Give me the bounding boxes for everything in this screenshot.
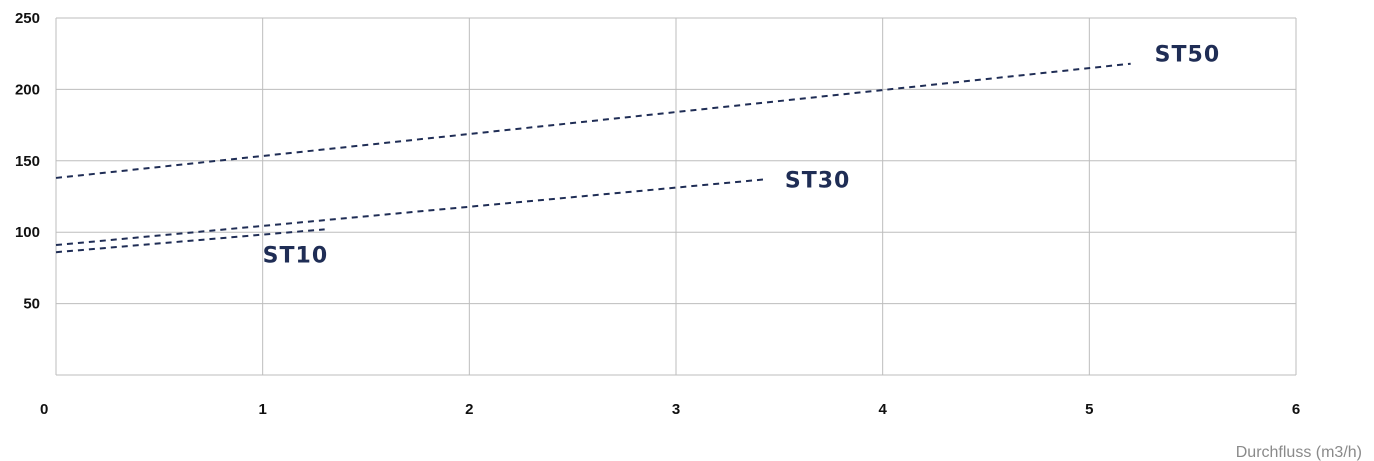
- y-tick-label: 50: [23, 296, 40, 313]
- x-axis-title: Durchfluss (m3/h): [1236, 444, 1362, 461]
- x-tick-label: 3: [672, 401, 680, 418]
- x-tick-label: 6: [1292, 401, 1300, 418]
- series-label-st10: ST10: [263, 243, 328, 268]
- y-tick-label: 200: [15, 81, 40, 98]
- series-line-st30: [55, 178, 765, 247]
- x-tick-label: 4: [878, 401, 887, 418]
- series-line-st10: [55, 228, 325, 254]
- x-tick-label: 1: [258, 401, 266, 418]
- series-line-st50: [55, 62, 1131, 179]
- grid: [55, 17, 1297, 376]
- x-tick-label: 2: [465, 401, 473, 418]
- series-label-st30: ST30: [785, 168, 850, 193]
- series-label-st50: ST50: [1155, 43, 1220, 68]
- x-tick-label: 0: [40, 401, 48, 418]
- y-tick-label: 100: [15, 224, 40, 241]
- series: [55, 62, 1131, 254]
- x-tick-label: 5: [1085, 401, 1093, 418]
- series-labels: ST10 ST30 ST50: [263, 43, 1220, 269]
- y-tick-label: 250: [15, 10, 40, 27]
- tick-labels: 0 1 2 3 4 5 6 50 100 150 200 250: [15, 10, 1300, 418]
- y-tick-label: 150: [15, 153, 40, 170]
